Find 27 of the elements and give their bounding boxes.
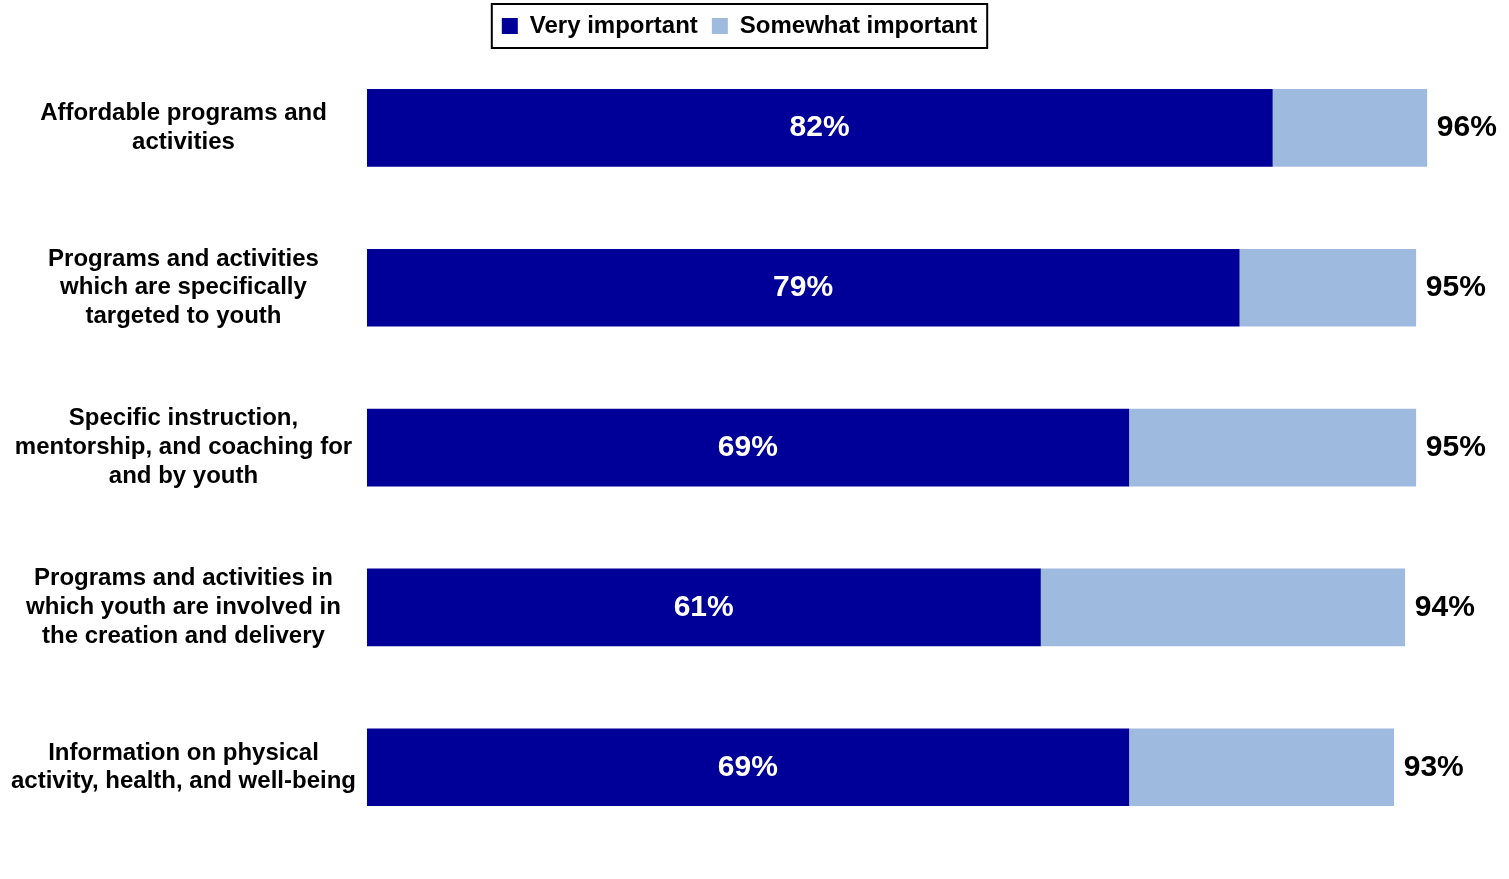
total-label: 95% [1425,269,1486,303]
data-label: 69% [717,428,778,462]
y-tick-label: Affordable programs and activities [40,98,327,154]
bar [366,728,1130,807]
total-label: 93% [1403,748,1464,782]
data-label: 61% [673,588,734,622]
y-tick-label: Programs and activities in which youth are involved in the creation and delivery [25,563,341,648]
bar [366,248,1240,327]
bar [1128,408,1417,487]
data-label: 69% [717,748,778,782]
bar [1238,248,1417,327]
legend-label: Somewhat important [739,10,978,38]
bar [1271,89,1428,167]
bar [366,408,1130,487]
total-label: 94% [1414,588,1475,622]
y-tick-label: Specific instruction, mentorship, and coaching for and by youth [14,403,353,489]
legend-label: Very important [529,10,698,38]
bar [366,89,1273,167]
data-label: 79% [773,269,834,303]
y-tick-label: Information on physical activity, health, and well-being [11,737,356,794]
y-tick-label: Programs and activities which are specifically targeted to youth [48,243,319,329]
total-label: 95% [1425,428,1486,462]
bar [1040,568,1406,647]
total-label: 96% [1436,109,1497,143]
bar [1128,728,1395,807]
data-label: 82% [789,109,850,143]
bar [366,568,1041,647]
